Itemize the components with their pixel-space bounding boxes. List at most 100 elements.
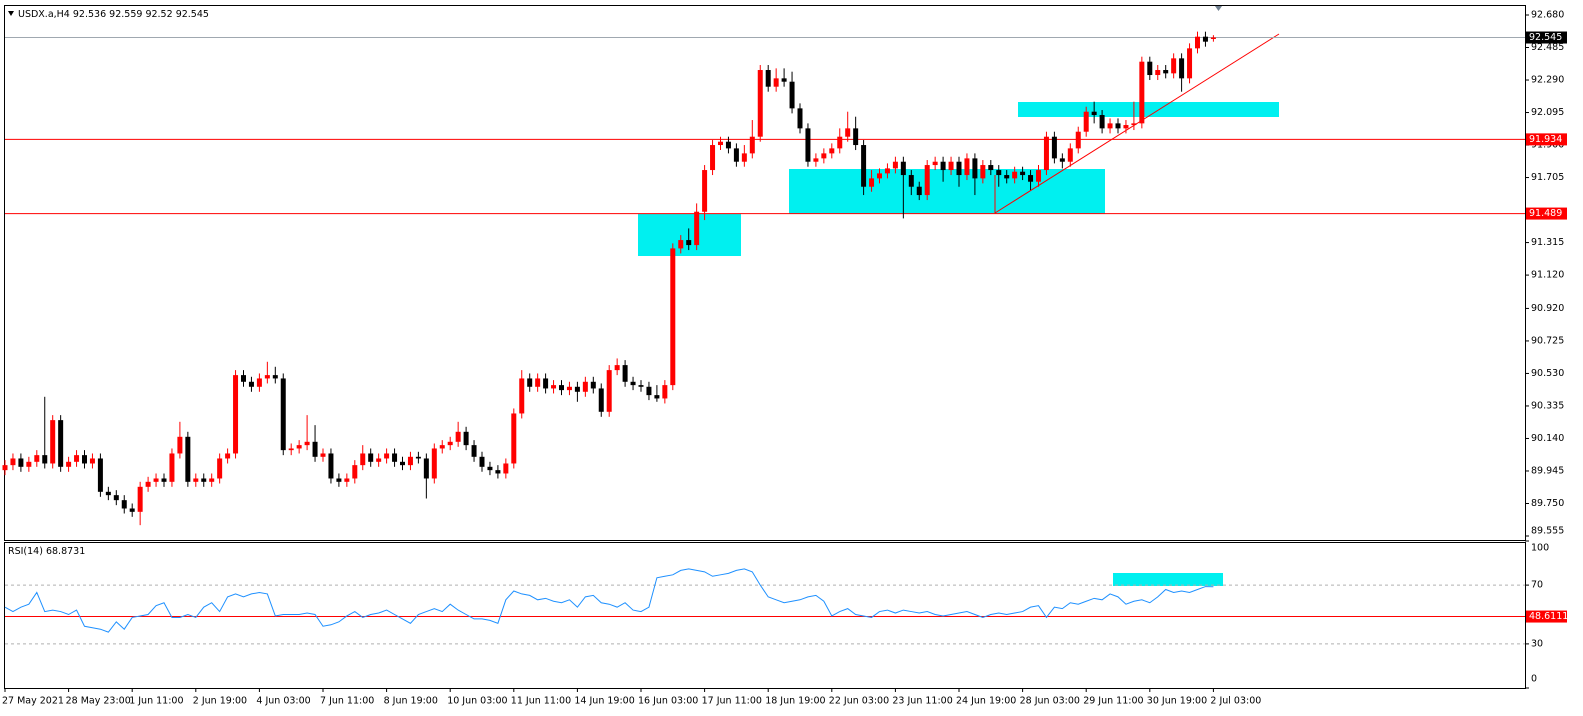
rsi-panel-frame — [4, 542, 1526, 689]
candle-body — [1099, 115, 1105, 129]
candle-body — [678, 240, 684, 249]
candle-body — [964, 158, 970, 176]
x-tick-label: 8 Jun 19:00 — [384, 696, 438, 707]
y-tick-label: 92.290 — [1531, 75, 1564, 86]
candle-body — [582, 381, 588, 392]
candle-body — [288, 448, 294, 451]
x-tick-label: 18 Jun 19:00 — [765, 696, 825, 707]
candle-body — [42, 455, 48, 464]
candle-body — [407, 456, 413, 466]
candle-body — [50, 420, 56, 464]
candle-body — [662, 385, 668, 399]
candle-body — [574, 386, 580, 392]
candle-body — [805, 128, 811, 162]
candle-body — [638, 385, 644, 387]
candle-body — [1091, 111, 1097, 116]
candle-body — [10, 458, 16, 466]
candle-body — [58, 420, 64, 467]
zone-box — [1113, 573, 1223, 586]
candle-body — [1139, 61, 1145, 124]
candle-body — [1123, 125, 1129, 129]
candle-body — [471, 445, 477, 457]
candle-body — [105, 491, 111, 496]
candle-body — [272, 375, 278, 379]
candle-body — [336, 478, 342, 482]
candle-body — [622, 365, 628, 382]
candle-body — [908, 175, 914, 187]
candle-body — [400, 461, 405, 466]
candle-body — [153, 478, 159, 482]
candle-body — [988, 165, 994, 171]
level-label: 91.489 — [1529, 208, 1562, 219]
candle-body — [177, 436, 183, 454]
close-value: 92.545 — [176, 9, 209, 20]
candle-body — [1195, 36, 1200, 49]
candle-body — [566, 386, 572, 391]
candle-body — [932, 161, 938, 166]
menu-arrow — [8, 11, 14, 16]
candle-body — [686, 240, 692, 246]
candle-body — [877, 173, 882, 179]
x-tick-label: 27 May 2021 — [2, 696, 64, 707]
candle-body — [209, 478, 215, 482]
candle-body — [821, 153, 827, 159]
candle-body — [296, 445, 302, 449]
candle-body — [439, 445, 445, 449]
candle-body — [741, 153, 747, 162]
y-tick-label: 90.335 — [1531, 400, 1564, 411]
y-tick-label: 92.485 — [1531, 42, 1564, 53]
candle-body — [328, 453, 334, 479]
candle-body — [853, 128, 859, 146]
x-tick-label: 4 Jun 03:00 — [256, 696, 310, 707]
candle-body — [956, 161, 962, 176]
candle-body — [1210, 37, 1216, 40]
x-tick-label: 1 Jun 11:00 — [129, 696, 183, 707]
candle-body — [535, 378, 541, 387]
candle-body — [1163, 70, 1169, 74]
candle-body — [916, 186, 922, 196]
candle-body — [233, 375, 239, 454]
candle-body — [18, 458, 24, 467]
candle-body — [121, 500, 127, 509]
candle-body — [765, 70, 771, 87]
level-label: 48.6111 — [1529, 611, 1568, 622]
candle-body — [884, 168, 890, 174]
candle-body — [924, 165, 930, 196]
candle-body — [463, 431, 469, 446]
x-tick-label: 28 Jun 03:00 — [1020, 696, 1080, 707]
candle-body — [1059, 158, 1065, 162]
trend-line — [994, 33, 1280, 214]
y-tick-label: 91.120 — [1531, 270, 1564, 281]
candle-body — [702, 170, 708, 212]
level-label-box — [1526, 610, 1567, 623]
candle-body — [718, 141, 723, 146]
rsi-name: RSI(14) — [8, 546, 43, 557]
y-tick-label: 70 — [1531, 580, 1543, 591]
candle-body — [129, 508, 135, 512]
y-tick-label: 90.530 — [1531, 368, 1564, 379]
y-tick-label: 91.705 — [1531, 172, 1564, 183]
candle-body — [431, 448, 437, 479]
candle-body — [1155, 70, 1161, 76]
x-tick-label: 14 Jun 19:00 — [574, 696, 634, 707]
candle-body — [1202, 36, 1208, 42]
x-tick-label: 30 Jun 19:00 — [1147, 696, 1207, 707]
candle-body — [654, 395, 660, 399]
candle-body — [495, 470, 501, 474]
candle-body — [972, 158, 978, 179]
candle-body — [201, 478, 207, 482]
candle-body — [670, 248, 676, 386]
price-header: USDX.a,H4 92.536 92.559 92.52 92.545 — [18, 9, 209, 20]
candle-body — [89, 458, 95, 464]
candle-body — [590, 381, 596, 389]
zone-box — [638, 214, 741, 256]
x-tick-label: 17 Jun 11:00 — [702, 696, 762, 707]
current-price-label: 92.545 — [1529, 32, 1562, 43]
candle-body — [113, 495, 119, 501]
candle-body — [34, 455, 40, 462]
y-tick-label: 89.750 — [1531, 498, 1564, 509]
x-tick-label: 2 Jul 03:00 — [1210, 696, 1261, 707]
